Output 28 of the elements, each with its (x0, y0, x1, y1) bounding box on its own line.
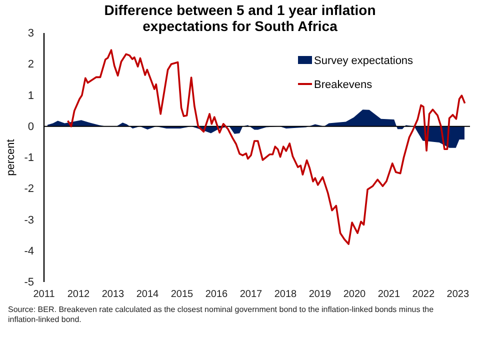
y-tick-label: -4 (24, 245, 34, 258)
x-tick-label: 2013 (102, 289, 125, 300)
x-tick-label: 2011 (33, 289, 56, 300)
chart-title: Difference between 5 and 1 year inflation expectations for South Africa (104, 2, 376, 34)
x-tick-label: 2012 (67, 289, 90, 300)
y-tick-label: -5 (24, 276, 34, 289)
y-tick-label: 0 (28, 120, 34, 133)
y-tick-label: -2 (24, 183, 34, 196)
x-tick-label: 2018 (274, 289, 298, 300)
y-tick-label: 3 (28, 28, 34, 40)
y-tick-label: 2 (28, 58, 34, 71)
x-tick-label: 2022 (412, 289, 435, 300)
y-tick-label: -3 (24, 214, 34, 226)
y-tick-label: -1 (24, 152, 34, 164)
x-tick-label: 2021 (378, 289, 400, 300)
x-tick-label: 2020 (343, 289, 366, 300)
source-note: Source: BER. Breakeven rate calculated as the closest nominal government bond to the inflation-linked bonds minus the inflation-linked bond. (8, 305, 434, 324)
y-tick-label: 1 (28, 90, 34, 102)
x-tick-label: 2014 (136, 289, 160, 300)
legend-label: Survey expectations (314, 55, 414, 67)
legend-label: Breakevens (314, 79, 373, 91)
x-tick-label: 2023 (446, 289, 470, 300)
y-axis-title: percent (5, 139, 17, 176)
x-tick-label: 2015 (170, 289, 194, 300)
x-tick-label: 2017 (240, 289, 263, 300)
line-series (66, 49, 466, 245)
x-tick-label: 2016 (205, 289, 228, 300)
x-tick-label: 2019 (308, 289, 332, 300)
